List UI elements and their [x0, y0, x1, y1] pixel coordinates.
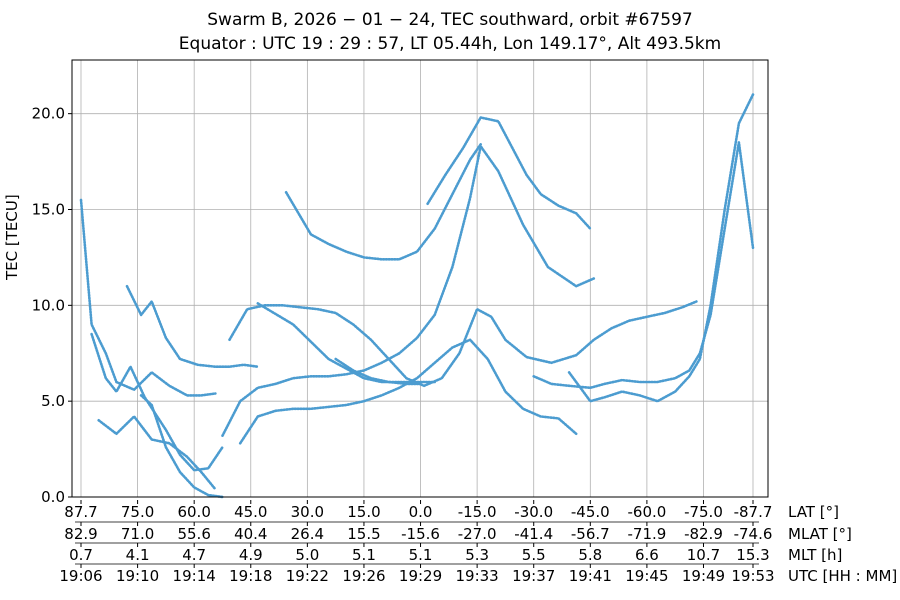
- x-tick-label: 26.4: [291, 525, 324, 543]
- y-tick-label: 10.0: [32, 296, 65, 314]
- x-tick-label: 4.7: [182, 546, 206, 564]
- x-tick-label: 40.4: [234, 525, 267, 543]
- x-tick-label: -15.0: [458, 503, 497, 521]
- x-tick-label: -75.0: [684, 503, 723, 521]
- y-tick-label: 15.0: [32, 201, 65, 219]
- x-tick-label: 6.6: [635, 546, 659, 564]
- x-tick-label: 75.0: [121, 503, 154, 521]
- series-arc-4: [97, 415, 217, 491]
- x-tick-label: 19:10: [116, 567, 159, 585]
- chart-subtitle: Equator : UTC 19 : 29 : 57, LT 05.44h, L…: [178, 34, 722, 54]
- x-tick-label: -27.0: [458, 525, 497, 543]
- y-tick-label: 20.0: [32, 105, 65, 123]
- x-tick-label: 5.0: [295, 546, 319, 564]
- x-tick-label: 19:37: [512, 567, 555, 585]
- x-tick-label: -30.0: [514, 503, 553, 521]
- x-tick-label: 45.0: [234, 503, 267, 521]
- series-arc-1: [79, 198, 217, 397]
- x-tick-label: 19:26: [342, 567, 385, 585]
- x-tick-label: 19:49: [682, 567, 725, 585]
- x-tick-label: 19:22: [286, 567, 329, 585]
- x-tick-label: 5.1: [409, 546, 433, 564]
- x-tick-label: 4.9: [239, 546, 263, 564]
- series-arc-6: [221, 145, 596, 438]
- x-tick-label: 5.8: [578, 546, 602, 564]
- x-axis-label: UTC [HH : MM]: [788, 567, 897, 585]
- x-tick-label: 0.7: [69, 546, 93, 564]
- x-tick-label: 19:14: [173, 567, 216, 585]
- series-arc-3: [125, 284, 260, 369]
- x-tick-label: 60.0: [177, 503, 210, 521]
- x-tick-label: 30.0: [291, 503, 324, 521]
- x-tick-label: 87.7: [64, 503, 97, 521]
- y-tick-label: 5.0: [41, 392, 65, 410]
- x-tick-label: 5.1: [352, 546, 376, 564]
- chart-title: Swarm B, 2026 − 01 − 24, TEC southward, …: [207, 10, 693, 30]
- series-arc-9: [284, 143, 483, 261]
- x-tick-label: 71.0: [121, 525, 154, 543]
- x-tick-label: 19:29: [399, 567, 442, 585]
- x-tick-label: 19:41: [569, 567, 612, 585]
- series-arc-2: [90, 332, 224, 472]
- x-tick-label: 82.9: [64, 525, 97, 543]
- series-arc-5: [139, 394, 224, 499]
- x-tick-label: -74.6: [734, 525, 773, 543]
- x-tick-label: 15.0: [347, 503, 380, 521]
- y-tick-label: 0.0: [41, 488, 65, 506]
- x-tick-label: -60.0: [627, 503, 666, 521]
- x-tick-label: 19:33: [456, 567, 499, 585]
- series-arc-7: [228, 300, 698, 388]
- x-tick-label: -82.9: [684, 525, 723, 543]
- x-tick-label: -45.0: [571, 503, 610, 521]
- x-tick-label: 19:53: [731, 567, 774, 585]
- x-tick-label: -71.9: [627, 525, 666, 543]
- series-arc-13: [256, 302, 437, 384]
- x-tick-label: 55.6: [177, 525, 210, 543]
- x-tick-label: 19:06: [59, 567, 102, 585]
- x-axis-label: MLT [h]: [788, 546, 842, 564]
- x-axis-label: MLAT [°]: [788, 525, 852, 543]
- plot-frame: [71, 59, 769, 498]
- x-axis-label: LAT [°]: [788, 503, 839, 521]
- series-arc-14: [334, 357, 422, 386]
- x-tick-label: 5.3: [465, 546, 489, 564]
- x-tick-label: 0.0: [409, 503, 433, 521]
- x-tick-label: 15.5: [347, 525, 380, 543]
- series-arc-11: [532, 141, 755, 390]
- x-tick-label: 15.3: [736, 546, 769, 564]
- x-tick-label: 19:18: [229, 567, 272, 585]
- x-tick-label: -15.6: [401, 525, 440, 543]
- x-tick-label: -87.7: [734, 503, 773, 521]
- x-tick-label: 5.5: [522, 546, 546, 564]
- x-tick-label: -41.4: [514, 525, 553, 543]
- series-arc-12: [567, 93, 755, 403]
- x-tick-label: -56.7: [571, 525, 610, 543]
- x-tick-label: 4.1: [126, 546, 150, 564]
- x-tick-label: 19:45: [625, 567, 668, 585]
- series-arc-10: [426, 116, 592, 230]
- x-tick-label: 10.7: [687, 546, 720, 564]
